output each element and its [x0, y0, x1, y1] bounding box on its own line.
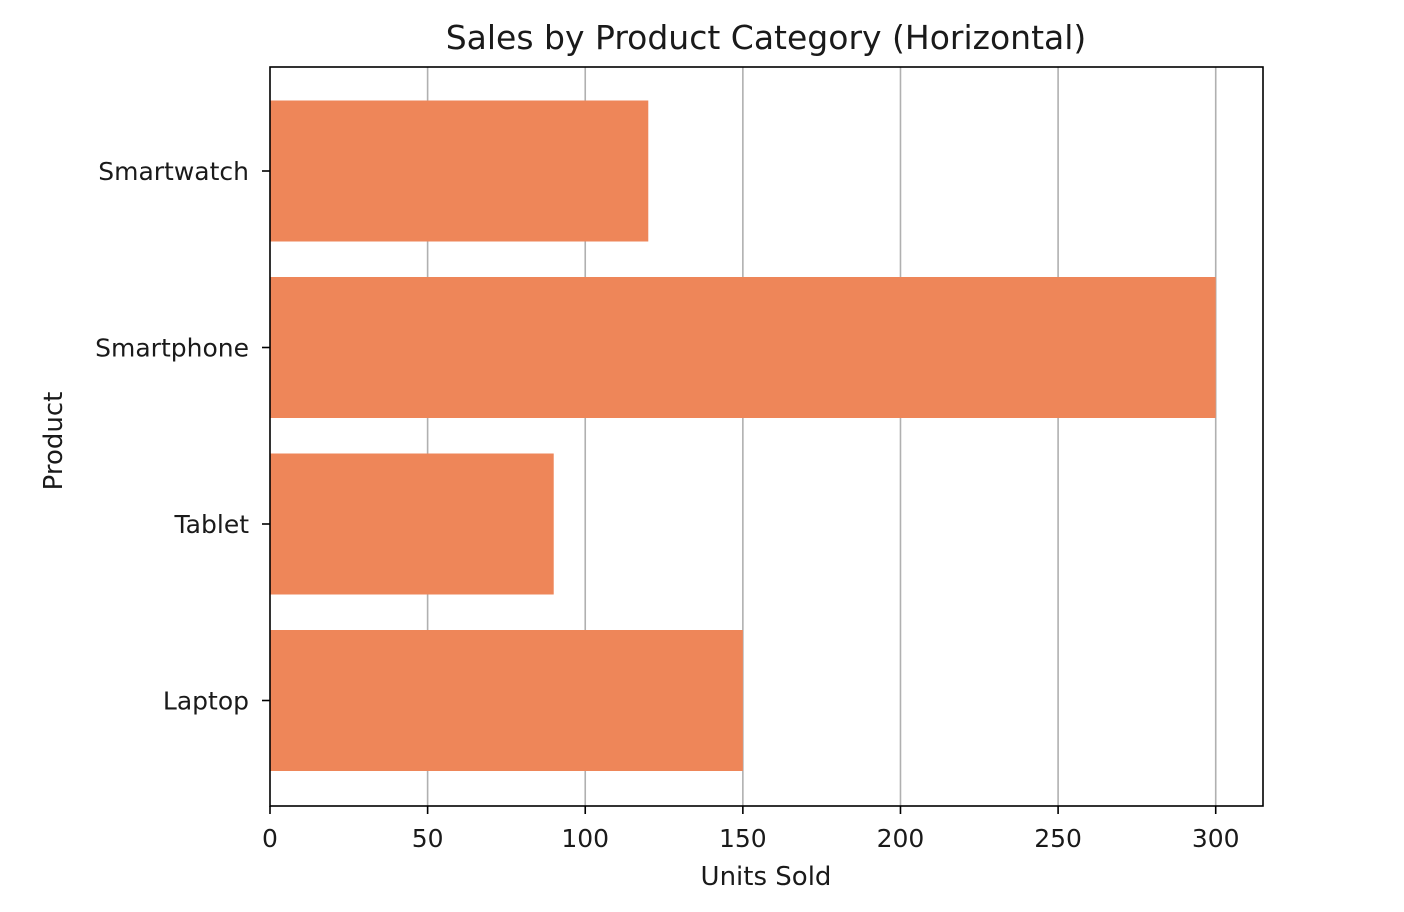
x-tick-label: 200 — [877, 824, 925, 853]
bar-smartphone — [270, 277, 1216, 418]
x-tick-label: 250 — [1034, 824, 1082, 853]
x-tick-label: 300 — [1192, 824, 1240, 853]
y-axis-label: Product — [39, 392, 69, 491]
x-tick-label: 150 — [719, 824, 767, 853]
bars — [270, 100, 1216, 771]
y-axis-ticks: Laptop Tablet Smartphone Smartwatch — [95, 157, 270, 716]
bar-tablet — [270, 453, 554, 595]
x-axis-label: Units Sold — [701, 862, 832, 892]
x-axis-ticks: 0 50 100 150 200 250 300 — [262, 806, 1240, 853]
plot-area-frame — [269, 66, 1264, 807]
x-tick-label: 100 — [561, 824, 609, 853]
y-tick-label-smartphone: Smartphone — [95, 334, 249, 363]
y-tick-label-tablet: Tablet — [174, 510, 250, 539]
x-tick-label: 50 — [412, 824, 444, 853]
bar-smartwatch — [270, 100, 649, 242]
y-tick-label-smartwatch: Smartwatch — [98, 157, 249, 186]
y-tick-label-laptop: Laptop — [163, 687, 249, 716]
chart-title: Sales by Product Category (Horizontal) — [446, 18, 1087, 57]
bar-laptop — [270, 630, 743, 771]
x-tick-label: 0 — [262, 824, 278, 853]
